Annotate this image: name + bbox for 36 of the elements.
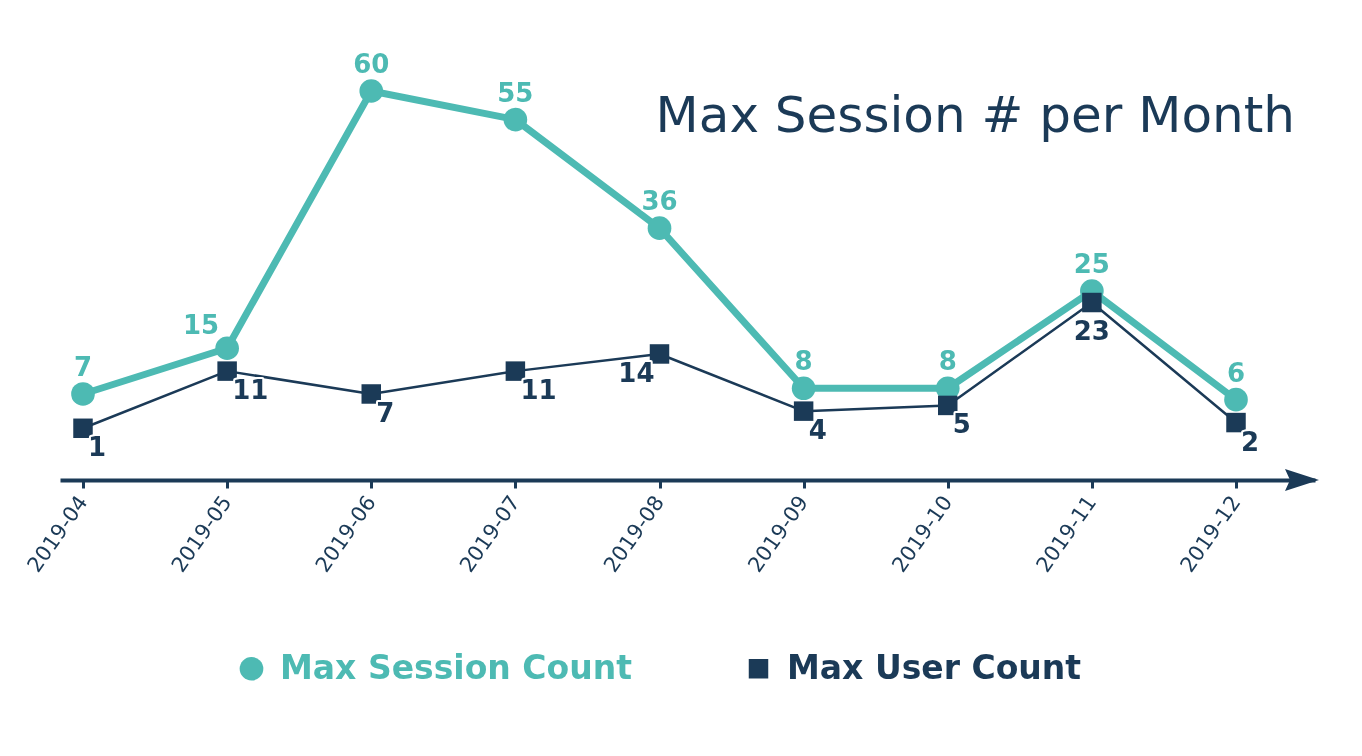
- point: [217, 361, 237, 381]
- data-label: 11: [232, 375, 269, 406]
- data-label: 5: [952, 409, 971, 440]
- point: [649, 344, 670, 364]
- point: [1226, 412, 1246, 433]
- chart-title: Max Session # per Month: [655, 86, 1295, 144]
- legend-label: Max User Count: [787, 647, 1082, 687]
- data-label: 8: [794, 346, 813, 377]
- data-label: 60: [353, 49, 390, 79]
- point: [359, 79, 384, 103]
- legend-label: Max Session Count: [280, 647, 633, 687]
- data-label: 8: [938, 346, 957, 377]
- data-label: 23: [1073, 315, 1110, 346]
- data-label: 36: [641, 186, 678, 217]
- point: [791, 376, 816, 401]
- point: [1224, 387, 1248, 412]
- point: [361, 384, 381, 404]
- data-label: 7: [73, 351, 93, 382]
- point: [73, 418, 93, 439]
- point: [71, 382, 95, 406]
- data-label: 11: [520, 375, 557, 406]
- point: [1082, 292, 1102, 313]
- data-label: 7: [376, 397, 395, 428]
- point: [503, 107, 528, 132]
- data-label: 6: [1226, 357, 1246, 388]
- point: [793, 401, 814, 421]
- data-label: 15: [182, 310, 220, 341]
- point: [215, 336, 239, 361]
- data-label: 25: [1073, 249, 1110, 280]
- data-label: 1: [88, 432, 107, 463]
- point: [505, 361, 526, 381]
- point: [647, 216, 672, 241]
- data-label: 2: [1241, 426, 1260, 457]
- data-label: 4: [808, 415, 827, 446]
- data-label: 55: [497, 77, 534, 108]
- data-label: 14: [618, 357, 655, 388]
